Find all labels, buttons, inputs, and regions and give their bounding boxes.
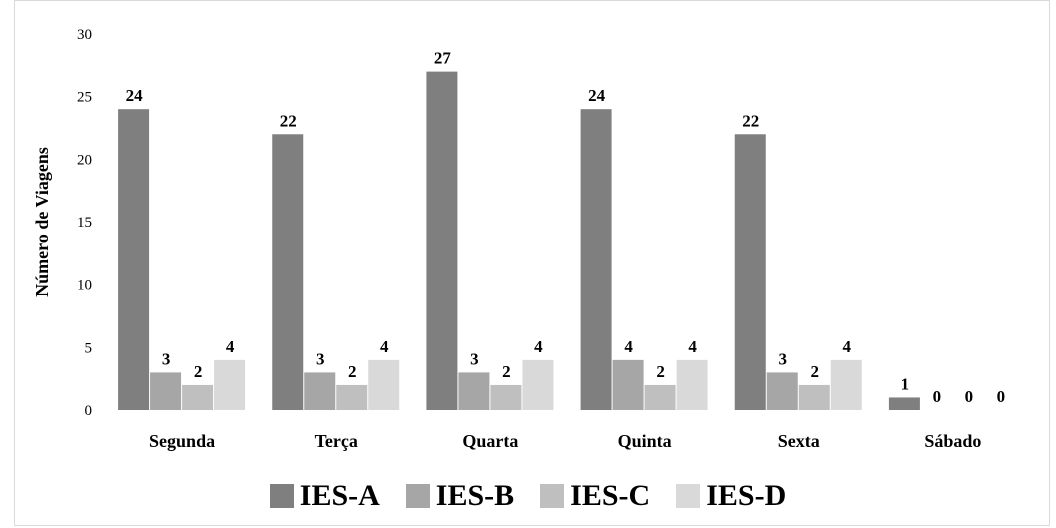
bar-ies-c-quinta: [644, 384, 676, 410]
data-label: 22: [742, 111, 759, 130]
data-label: 1: [901, 374, 910, 393]
bar-ies-c-terça: [336, 384, 368, 410]
bar-ies-c-sexta: [798, 384, 830, 410]
bar-ies-a-sábado: [888, 397, 920, 410]
bar-ies-d-segunda: [214, 359, 246, 410]
category-labels: Segunda Terça Quarta Quinta Sexta Sábado: [149, 431, 981, 451]
bar-ies-a-quinta: [580, 109, 612, 410]
bar-ies-b-quinta: [612, 359, 644, 410]
legend-swatch: [269, 484, 294, 508]
data-label: 3: [316, 349, 325, 368]
data-label: 4: [226, 337, 235, 356]
data-label: 3: [162, 349, 171, 368]
bar-ies-b-terça: [304, 372, 336, 410]
bar-ies-d-quinta: [676, 359, 708, 410]
y-axis-label: Número de Viagens: [32, 147, 52, 297]
bar-ies-c-segunda: [182, 384, 214, 410]
data-label: 4: [688, 337, 697, 356]
legend-item: IES-B: [405, 479, 515, 513]
data-label: 3: [779, 349, 788, 368]
category-label: Sábado: [924, 431, 981, 451]
category-label: Quarta: [462, 431, 518, 451]
data-label: 3: [470, 349, 479, 368]
data-label: 2: [656, 362, 665, 381]
legend-label: IES-D: [706, 479, 787, 512]
bars: [118, 71, 920, 410]
data-label: 22: [280, 111, 297, 130]
category-label: Sexta: [778, 431, 820, 451]
data-label: 2: [348, 362, 357, 381]
legend-label: IES-B: [435, 479, 515, 512]
bar-ies-b-segunda: [150, 372, 182, 410]
bar-ies-a-quarta: [426, 71, 458, 410]
bar-ies-d-terça: [368, 359, 400, 410]
data-label: 4: [624, 337, 633, 356]
data-label: 0: [997, 387, 1006, 406]
y-tick-label: 0: [85, 403, 93, 419]
data-label: 2: [194, 362, 203, 381]
legend-item: IES-A: [269, 479, 380, 513]
y-tick-label: 25: [77, 90, 92, 106]
data-label: 24: [126, 86, 144, 105]
y-tick-label: 15: [77, 215, 92, 231]
legend-label: IES-A: [299, 479, 380, 512]
legend-label: IES-C: [570, 479, 651, 512]
bar-ies-a-segunda: [118, 109, 150, 410]
legend-item: IES-D: [676, 479, 786, 513]
y-tick-label: 10: [77, 278, 92, 294]
bar-ies-a-terça: [272, 134, 304, 410]
y-tick-label: 30: [77, 27, 92, 43]
data-label: 2: [502, 362, 511, 381]
bar-ies-d-quarta: [522, 359, 554, 410]
legend-swatch: [540, 484, 565, 508]
y-axis: 0 5 10 15 20 25 30: [77, 27, 92, 419]
legend-swatch: [676, 484, 701, 508]
y-tick-label: 5: [85, 340, 93, 356]
data-label: 2: [811, 362, 820, 381]
bar-ies-a-sexta: [734, 134, 766, 410]
bar-ies-b-sexta: [766, 372, 798, 410]
category-label: Terça: [315, 431, 358, 451]
bar-ies-b-quarta: [458, 372, 490, 410]
category-label: Segunda: [149, 431, 215, 451]
legend-swatch: [405, 484, 430, 508]
category-label: Quinta: [618, 431, 672, 451]
bar-ies-c-quarta: [490, 384, 522, 410]
data-label: 0: [933, 387, 942, 406]
data-label: 27: [434, 49, 452, 68]
data-label: 4: [534, 337, 543, 356]
chart-frame: [14, 0, 1050, 526]
legend: IES-A IES-B IES-C IES-D: [0, 476, 1056, 516]
data-label: 0: [965, 387, 974, 406]
data-label: 4: [843, 337, 852, 356]
bar-ies-d-sexta: [830, 359, 862, 410]
data-label: 4: [380, 337, 389, 356]
data-label: 24: [588, 86, 606, 105]
legend-item: IES-C: [540, 479, 650, 513]
y-tick-label: 20: [77, 152, 92, 168]
